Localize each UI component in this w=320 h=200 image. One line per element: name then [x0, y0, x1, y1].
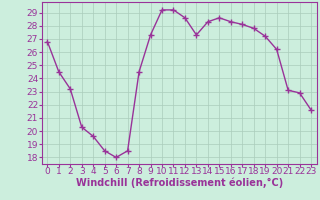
X-axis label: Windchill (Refroidissement éolien,°C): Windchill (Refroidissement éolien,°C): [76, 178, 283, 188]
